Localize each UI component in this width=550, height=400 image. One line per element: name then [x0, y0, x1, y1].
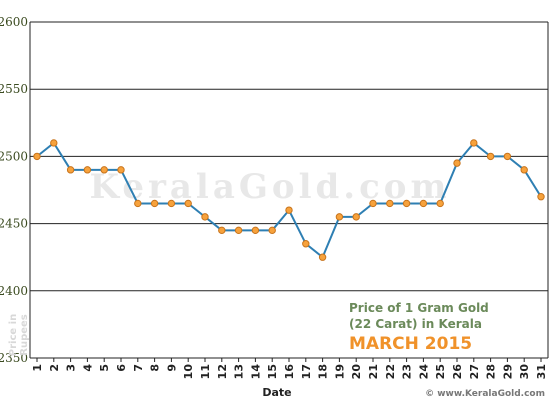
data-point [66, 166, 75, 174]
y-axis-label: Price in Rupees [8, 314, 30, 356]
data-point [352, 213, 360, 221]
title-line-2: (22 Carat) in Kerala [349, 317, 482, 331]
x-tick-label: 4 [81, 364, 94, 372]
data-point [318, 253, 327, 261]
data-point [83, 166, 92, 174]
chart-subtitle: MARCH 2015 [349, 334, 472, 354]
x-tick-label: 7 [132, 364, 145, 372]
x-tick-label: 20 [350, 364, 363, 380]
x-tick-label: 18 [317, 364, 330, 379]
grid-lines [29, 21, 549, 359]
x-tick-label: 16 [283, 364, 296, 380]
x-tick-label: 26 [451, 364, 464, 380]
data-point [50, 139, 58, 147]
data-point [234, 226, 243, 235]
x-tick-label: 30 [518, 364, 531, 380]
x-tick-label: 17 [300, 364, 313, 379]
y-tick-label: 2500 [0, 149, 28, 163]
watermark: KeralaGold.com [90, 167, 451, 207]
x-tick-label: 3 [65, 364, 78, 372]
x-tick-label: 12 [216, 364, 229, 379]
data-point [486, 152, 495, 161]
data-point [285, 206, 293, 214]
chart-title: Price of 1 Gram Gold (22 Carat) in Keral… [349, 301, 489, 354]
x-tick-label: 24 [417, 364, 430, 380]
x-tick-label: 11 [199, 364, 212, 379]
y-tick-label: 2550 [0, 82, 28, 96]
data-point [268, 226, 276, 235]
x-tick-label: 9 [165, 364, 178, 372]
data-point [184, 199, 192, 208]
x-axis: 1 2 3 4 5 6 7 8 9 10 11 12 13 14 15 16 17 18 19 20 21 22 23 24 2… [31, 358, 548, 379]
x-tick-label: 13 [233, 364, 246, 379]
data-point [470, 139, 478, 147]
x-tick-label: 29 [501, 364, 514, 379]
y-tick-label: 2400 [0, 284, 28, 298]
x-tick-label: 25 [434, 364, 447, 379]
y-axis-label-line-1: Price in [8, 314, 19, 356]
data-point [117, 166, 125, 174]
y-axis: 2350 2400 2450 2500 2550 2600 [0, 15, 28, 365]
data-point [201, 213, 209, 221]
y-tick-label: 2350 [0, 351, 28, 365]
data-point [302, 240, 310, 248]
x-axis-label: Date [262, 386, 291, 399]
x-tick-label: 8 [149, 364, 162, 372]
data-point [218, 226, 226, 235]
x-tick-label: 5 [98, 364, 111, 372]
data-point [402, 199, 411, 208]
data-point [150, 199, 159, 208]
x-tick-label: 28 [485, 364, 498, 379]
data-point [520, 166, 528, 174]
x-tick-label: 21 [367, 364, 380, 379]
x-tick-label: 1 [31, 364, 44, 372]
data-point [33, 152, 41, 161]
data-points [33, 139, 545, 261]
data-point [100, 166, 108, 174]
x-tick-label: 15 [266, 364, 279, 379]
data-point [335, 213, 344, 221]
x-tick-label: 22 [384, 364, 397, 379]
data-point [167, 199, 176, 208]
data-point [453, 159, 461, 167]
x-tick-label: 23 [401, 364, 414, 379]
x-tick-label: 10 [182, 364, 195, 380]
x-tick-label: 27 [468, 364, 481, 379]
title-line-1: Price of 1 Gram Gold [349, 301, 489, 315]
x-tick-label: 14 [249, 364, 262, 380]
data-point [503, 152, 512, 161]
x-tick-label: 31 [535, 364, 548, 379]
data-point [419, 199, 428, 208]
data-point [251, 226, 260, 235]
x-tick-label: 2 [48, 364, 61, 372]
data-point [386, 199, 394, 208]
y-tick-label: 2600 [0, 15, 28, 29]
source-credit: © www.KeralaGold.com [425, 389, 545, 399]
data-point [134, 199, 142, 208]
x-tick-label: 6 [115, 364, 128, 372]
x-tick-label: 19 [333, 364, 346, 379]
data-point [436, 199, 444, 208]
data-point [369, 199, 377, 208]
data-point [537, 193, 545, 201]
y-axis-label-line-2: Rupees [19, 314, 30, 356]
y-tick-label: 2450 [0, 217, 28, 231]
